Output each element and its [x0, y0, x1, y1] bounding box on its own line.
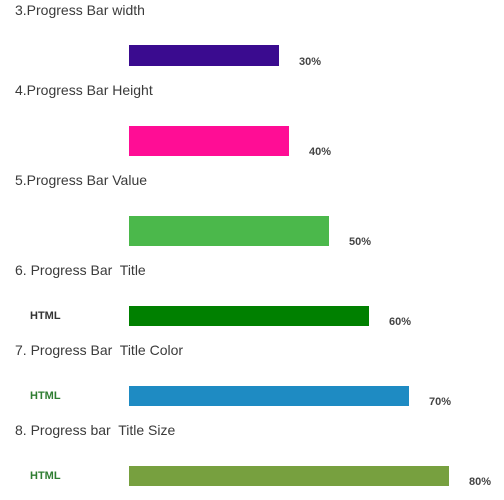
progress-bar: [129, 45, 279, 66]
progress-bar: [129, 466, 449, 486]
progress-title: HTML: [30, 470, 61, 482]
progress-value: 40%: [309, 146, 332, 158]
section-heading: 3.Progress Bar width: [15, 2, 145, 18]
progress-title: HTML: [30, 310, 61, 322]
section-heading: 6. Progress Bar Title: [15, 262, 146, 278]
progress-value: 50%: [349, 236, 372, 248]
section-heading: 8. Progress bar Title Size: [15, 422, 176, 438]
section-heading: 5.Progress Bar Value: [15, 172, 148, 188]
progress-bar: [129, 306, 369, 326]
progress-bar: [129, 386, 409, 406]
section-heading: 7. Progress Bar Title Color: [15, 342, 184, 358]
section-heading: 4.Progress Bar Height: [15, 82, 153, 98]
progress-title: HTML: [30, 390, 61, 402]
progress-value: 60%: [389, 316, 412, 328]
progress-value: 30%: [299, 56, 322, 68]
progress-value: 80%: [469, 476, 492, 488]
progress-bar: [129, 126, 289, 156]
progress-value: 70%: [429, 396, 452, 408]
progress-bar: [129, 216, 329, 246]
